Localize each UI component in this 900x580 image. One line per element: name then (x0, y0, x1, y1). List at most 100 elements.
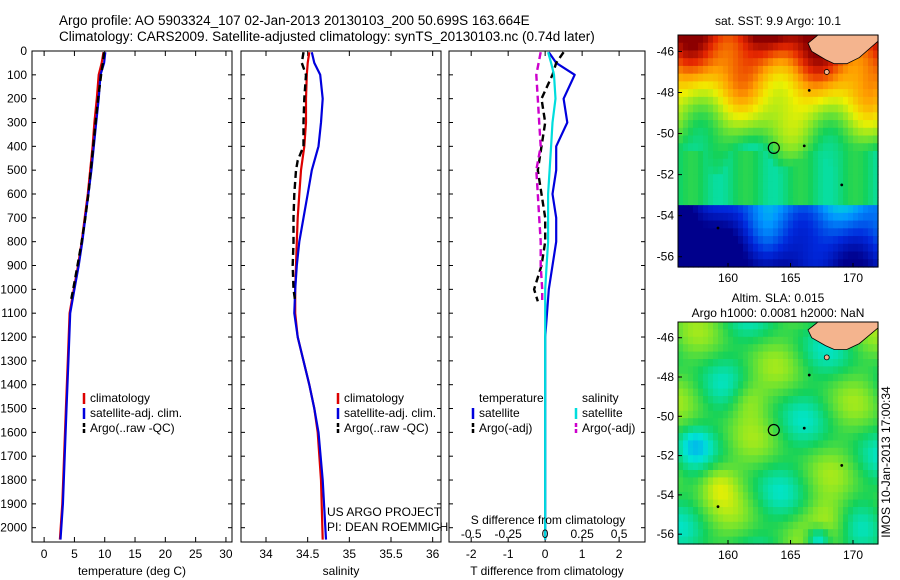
map-cell (723, 189, 729, 198)
map-cell (763, 433, 769, 441)
map-cell (828, 536, 834, 545)
island-marker (840, 183, 844, 187)
map-cell (708, 212, 714, 222)
map-cell (833, 492, 839, 501)
map-cell (683, 499, 689, 508)
map-cell (698, 521, 704, 530)
map-cell (813, 135, 819, 144)
map-cell (773, 259, 779, 268)
map-cell (683, 212, 689, 222)
map-cell (738, 135, 744, 144)
map-cell (723, 243, 729, 253)
map-cell (873, 189, 879, 198)
map-cell (793, 143, 799, 152)
map-cell (753, 462, 759, 471)
map-cell (828, 81, 834, 90)
map-cell (698, 373, 704, 382)
map-cell (758, 388, 764, 397)
map-cell (688, 42, 694, 52)
map-cell (863, 433, 869, 441)
map-cell (738, 425, 744, 434)
map-cell (793, 499, 799, 508)
map-cell (758, 228, 764, 237)
map-cell (718, 425, 724, 434)
map-cell (833, 104, 839, 113)
map-cell (748, 484, 754, 493)
map-cell (858, 166, 864, 175)
map-cell (738, 212, 744, 222)
map-cell (723, 440, 729, 449)
map-cell (838, 205, 844, 214)
map-cell (703, 462, 709, 471)
y-tick-label: 400 (7, 139, 27, 153)
sla-map-title-line1: Altim. SLA: 0.015 (732, 291, 825, 305)
map-cell (853, 536, 859, 545)
map-cell (783, 425, 789, 434)
map-cell (863, 58, 869, 67)
map-cell (808, 158, 814, 168)
map-cell (688, 65, 694, 75)
map-cell (798, 329, 804, 338)
map-cell (828, 529, 834, 538)
map-cell (798, 492, 804, 501)
map-cell (683, 205, 689, 214)
map-cell (728, 359, 734, 367)
map-cell (763, 181, 769, 191)
map-cell (753, 536, 759, 545)
map-cell (728, 151, 734, 160)
map-cell (723, 81, 729, 90)
map-cell (748, 388, 754, 397)
map-cell (848, 174, 854, 183)
map-cell (843, 189, 849, 198)
map-cell (863, 477, 869, 486)
map-cell (873, 151, 879, 160)
x-tick-label: 30 (219, 547, 233, 561)
map-cell (743, 104, 749, 113)
map-cell (868, 536, 874, 545)
map-cell (788, 470, 794, 478)
salinity-profile-frame (240, 50, 442, 543)
map-cell (698, 388, 704, 397)
map-cell (783, 433, 789, 441)
map-cell (848, 151, 854, 160)
map-cell (813, 351, 819, 360)
map-cell (818, 499, 824, 508)
map-cell (698, 403, 704, 412)
map-cell (728, 344, 734, 353)
map-cell (768, 373, 774, 382)
map-cell (708, 514, 714, 523)
map-cell (788, 388, 794, 397)
map-cell (848, 58, 854, 67)
map-cell (858, 366, 864, 375)
map-cell (728, 433, 734, 441)
map-cell (683, 514, 689, 523)
map-cell (843, 65, 849, 75)
map-cell (723, 507, 729, 515)
map-cell (863, 127, 869, 137)
map-cell (838, 521, 844, 530)
x-tick-label: 10 (98, 547, 112, 561)
map-cell (748, 344, 754, 353)
map-cell (733, 251, 739, 260)
map-cell (788, 499, 794, 508)
map-cell (768, 418, 774, 427)
map-cell (748, 514, 754, 523)
map-cell (823, 127, 829, 137)
map-cell (783, 143, 789, 152)
map-cell (823, 73, 829, 82)
map-cell (843, 259, 849, 268)
map-cell (773, 104, 779, 113)
map-cell (873, 507, 879, 515)
map-cell (728, 104, 734, 113)
map-cell (728, 166, 734, 175)
map-cell (693, 212, 699, 222)
map-cell (803, 127, 809, 137)
map-cell (778, 462, 784, 471)
map-cell (768, 228, 774, 237)
map-cell (678, 322, 684, 330)
map-cell (678, 351, 684, 360)
map-cell (703, 484, 709, 493)
map-cell (773, 135, 779, 144)
map-cell (713, 151, 719, 160)
map-cell (813, 359, 819, 367)
